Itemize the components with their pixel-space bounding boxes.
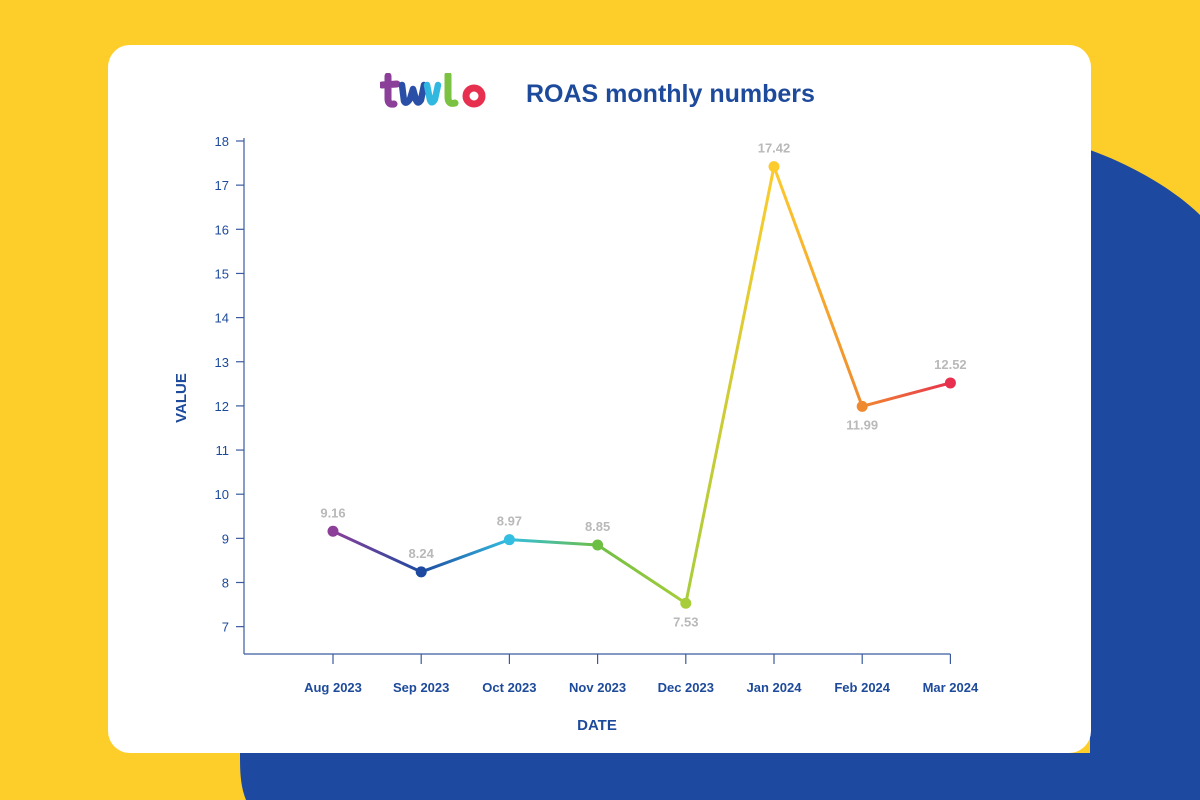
y-tick-label: 7 <box>222 620 229 635</box>
y-tick-label: 15 <box>215 266 229 281</box>
line-segment <box>419 538 511 574</box>
data-point <box>415 566 427 578</box>
data-label: 8.24 <box>409 546 435 561</box>
data-label: 9.16 <box>320 505 345 520</box>
data-point <box>768 161 780 173</box>
line-segment <box>772 165 864 408</box>
chart-title: ROAS monthly numbers <box>526 80 815 108</box>
data-point <box>944 377 956 389</box>
data-label: 7.53 <box>673 614 698 629</box>
y-tick-label: 13 <box>215 355 229 370</box>
x-tick-label: Jan 2024 <box>747 680 803 695</box>
y-tick-label: 18 <box>215 134 229 149</box>
x-tick-label: Feb 2024 <box>834 680 890 695</box>
x-axis-title: DATE <box>577 717 617 734</box>
background-blue-shape <box>240 150 1200 800</box>
y-tick-label: 8 <box>222 576 229 591</box>
y-tick-label: 9 <box>222 531 229 546</box>
logo-letter-w1 <box>398 81 428 106</box>
y-tick-label: 10 <box>215 487 229 502</box>
x-tick-label: Mar 2024 <box>923 680 979 695</box>
x-tick-label: Dec 2023 <box>658 680 714 695</box>
logo-letter-l <box>444 73 459 107</box>
logo-letter-o <box>462 84 486 108</box>
y-tick-label: 11 <box>216 443 230 458</box>
x-tick-label: Nov 2023 <box>569 680 626 695</box>
data-label: 8.85 <box>585 519 610 534</box>
data-label: 17.42 <box>758 141 791 156</box>
data-point <box>680 597 692 609</box>
logo-letter-t <box>380 73 401 108</box>
data-label: 12.52 <box>934 357 967 372</box>
line-segment <box>507 538 600 547</box>
line-segment <box>596 543 688 605</box>
brand-logo <box>380 73 486 108</box>
y-tick-label: 14 <box>215 311 229 326</box>
chart-card <box>108 45 1091 753</box>
y-axis-title: VALUE <box>173 373 190 423</box>
x-tick-label: Sep 2023 <box>393 680 449 695</box>
line-segment <box>860 381 952 408</box>
data-point <box>856 400 868 412</box>
y-tick-label: 16 <box>215 222 229 237</box>
data-point <box>503 534 515 546</box>
x-tick-label: Oct 2023 <box>482 680 536 695</box>
y-tick-label: 17 <box>215 178 229 193</box>
x-tick-label: Aug 2023 <box>304 680 362 695</box>
logo-letter-w2 <box>423 81 442 106</box>
line-segment <box>331 529 423 574</box>
line-segment <box>684 165 776 605</box>
data-point <box>327 525 339 537</box>
data-label: 8.97 <box>497 514 522 529</box>
data-label: 11.99 <box>846 417 878 432</box>
y-tick-label: 12 <box>215 399 229 414</box>
data-point <box>592 539 604 551</box>
